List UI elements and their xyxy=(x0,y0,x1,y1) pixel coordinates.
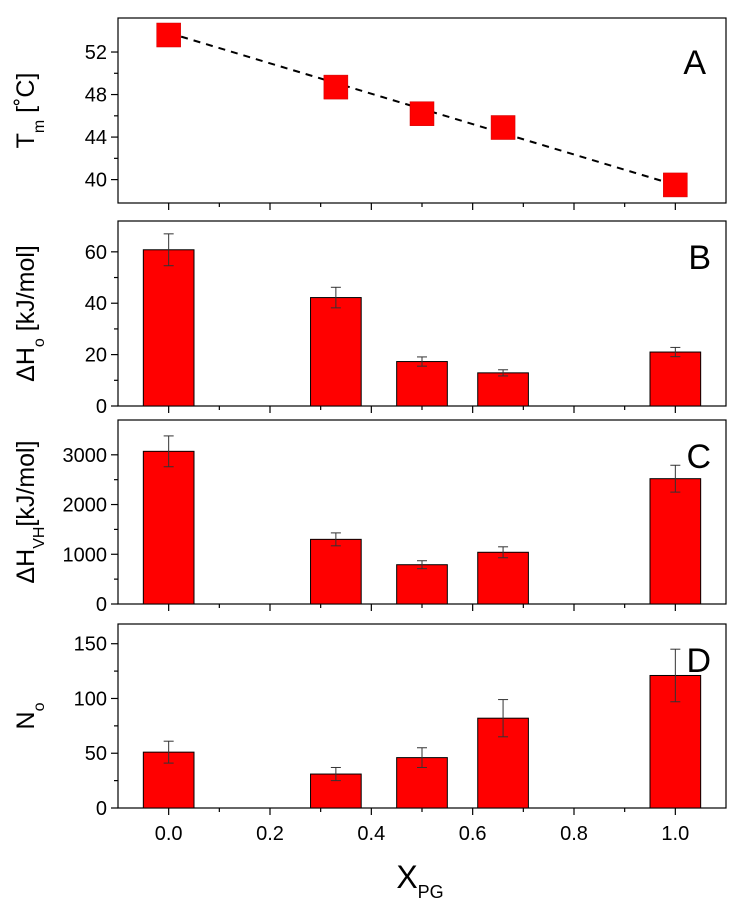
y-axis-label-sub: m xyxy=(31,120,48,133)
bar xyxy=(649,478,702,605)
x-tick-label: 0.2 xyxy=(256,823,284,845)
data-point xyxy=(409,101,435,126)
y-axis-label-main: N xyxy=(12,711,40,729)
x-tick-label: 0.8 xyxy=(560,823,588,845)
y-axis-label-unit: [kJ/mol] xyxy=(12,440,40,526)
panel-letter: A xyxy=(683,44,706,82)
bar xyxy=(310,297,362,407)
x-tick-label: 1.0 xyxy=(661,823,689,845)
y-tick-label: 60 xyxy=(85,242,107,264)
y-tick-label: 100 xyxy=(74,688,107,710)
data-point xyxy=(323,74,349,100)
x-tick-label: 0.6 xyxy=(459,823,487,845)
panel-c: 0 1000 2000 3000 C ΔHVH[kJ/mol] xyxy=(12,419,727,616)
panel-d: 0 50 100 150 D No xyxy=(12,623,727,820)
panel-letter: B xyxy=(688,239,711,277)
bar xyxy=(477,551,529,605)
y-tick-label: 150 xyxy=(74,634,107,656)
bar xyxy=(142,450,195,605)
bar xyxy=(396,564,448,605)
y-axis-label: ΔHVH[kJ/mol] xyxy=(12,440,48,583)
data-point xyxy=(663,172,688,198)
y-tick-label: 50 xyxy=(85,743,107,765)
y-tick-label: 40 xyxy=(85,170,107,192)
y-tick-label: 20 xyxy=(85,345,107,367)
y-tick-label: 2000 xyxy=(63,495,108,517)
x-axis-label: XPG xyxy=(396,859,443,902)
y-axis-label-sub: o xyxy=(31,702,48,711)
y-axis-label-unit: [kJ/mol] xyxy=(12,245,40,338)
y-axis-label: ΔHo [kJ/mol] xyxy=(12,245,48,382)
y-tick-label: 0 xyxy=(96,798,107,820)
bar xyxy=(142,249,195,407)
x-tick-label: 0.4 xyxy=(357,823,385,845)
y-axis-label-main: ΔH xyxy=(12,549,40,584)
panel-letter: C xyxy=(686,438,711,476)
y-tick-label: 0 xyxy=(96,594,107,616)
y-tick-label: 40 xyxy=(85,293,107,315)
bar xyxy=(310,538,362,605)
panel-b: 0 20 40 60 B ΔHo [kJ/mol] xyxy=(12,220,727,418)
y-tick-label: 48 xyxy=(85,85,107,107)
x-axis-label-main: X xyxy=(396,859,417,895)
y-axis-label-sub: VH xyxy=(31,527,48,549)
bar xyxy=(477,372,529,407)
y-tick-label: 1000 xyxy=(63,544,108,566)
data-point xyxy=(156,22,181,48)
bar xyxy=(649,351,702,407)
y-tick-label: 3000 xyxy=(63,445,108,467)
y-axis-label: Tm [˚C] xyxy=(12,73,48,149)
y-axis-label-main: T xyxy=(12,133,40,148)
panel-letter: D xyxy=(686,642,711,680)
data-point xyxy=(490,115,516,140)
y-tick-label: 0 xyxy=(96,396,107,418)
y-axis-label: No xyxy=(12,702,48,729)
x-tick-label: 0.0 xyxy=(155,823,183,845)
panel-a: 40 44 48 52 A Tm [˚C] xyxy=(12,17,727,210)
bar xyxy=(396,361,448,407)
y-axis-label-sub: o xyxy=(31,338,48,347)
y-axis-label-main: ΔH xyxy=(12,347,40,382)
y-axis-label-unit: [˚C] xyxy=(12,73,40,120)
y-tick-label: 52 xyxy=(85,42,107,64)
y-tick-label: 44 xyxy=(85,127,107,149)
x-axis-label-sub: PG xyxy=(418,882,444,902)
